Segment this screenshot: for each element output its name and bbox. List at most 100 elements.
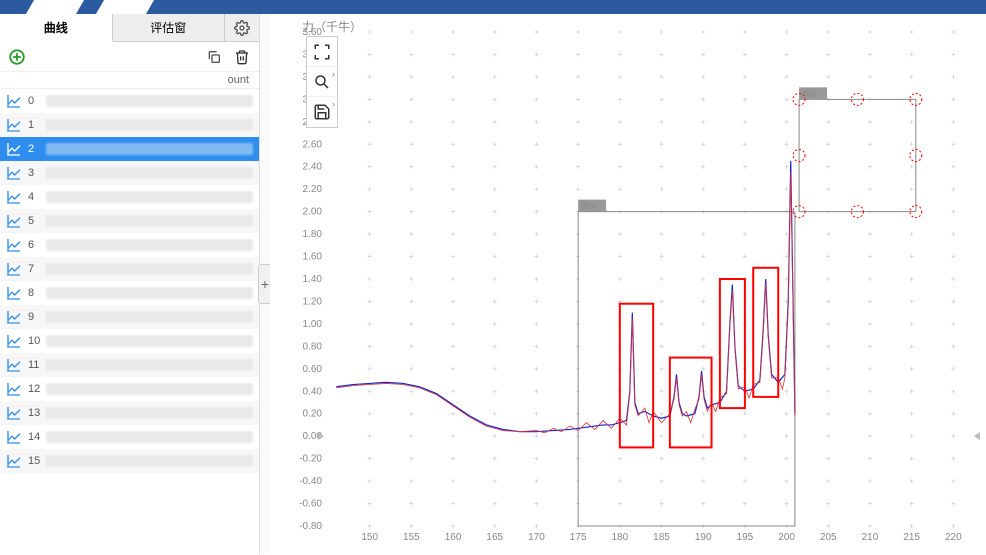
list-item-label-redacted (46, 335, 253, 347)
svg-text:0.20: 0.20 (303, 409, 323, 420)
chart-line-icon (6, 165, 22, 181)
list-item-index: 7 (28, 263, 46, 275)
list-item[interactable]: 11 (0, 353, 259, 377)
list-item-label-redacted (46, 287, 253, 299)
chart-area: 力（千牛） -0.80-0.60-0.40-0.200.000.200.400.… (270, 14, 986, 554)
list-item-index: 5 (28, 215, 46, 227)
list-item[interactable]: 6 (0, 233, 259, 257)
svg-text:2.60: 2.60 (303, 139, 323, 150)
chart-line-icon (6, 189, 22, 205)
chart-line-icon (6, 93, 22, 109)
list-item-label-redacted (46, 95, 253, 107)
chart-line-icon (6, 261, 22, 277)
svg-text:2.00: 2.00 (303, 207, 323, 218)
list-item[interactable]: 12 (0, 377, 259, 401)
svg-text:-0.20: -0.20 (299, 454, 322, 465)
copy-icon (206, 49, 222, 65)
delete-button[interactable] (231, 46, 253, 68)
trash-icon (234, 49, 250, 65)
list-item-label-redacted (46, 455, 253, 467)
list-item[interactable]: 0 (0, 89, 259, 113)
svg-text:-0.80: -0.80 (299, 521, 322, 532)
list-item[interactable]: 5 (0, 209, 259, 233)
svg-text:tto1: tto1 (802, 88, 817, 98)
svg-text:-0.40: -0.40 (299, 476, 322, 487)
list-item-index: 1 (28, 119, 46, 131)
chart-toolbar: › › (306, 36, 338, 128)
copy-button[interactable] (203, 46, 225, 68)
chart-line-icon (6, 141, 22, 157)
list-item-index: 14 (28, 431, 46, 443)
curve-curve-blue (336, 161, 795, 432)
svg-text:190: 190 (695, 532, 712, 543)
list-item[interactable]: 14 (0, 425, 259, 449)
chart-line-icon (6, 453, 22, 469)
list-item-label-redacted (46, 191, 253, 203)
list-item[interactable]: 4 (0, 185, 259, 209)
list-item[interactable]: 9 (0, 305, 259, 329)
svg-text:175: 175 (570, 532, 587, 543)
svg-text:150: 150 (361, 532, 378, 543)
svg-text:1.40: 1.40 (303, 274, 323, 285)
chart-line-icon (6, 405, 22, 421)
splitter[interactable]: + (260, 14, 270, 554)
svg-text:0to0: 0to0 (581, 201, 599, 211)
curve-list[interactable]: 0123456789101112131415 (0, 89, 259, 554)
list-item-label-redacted (46, 431, 253, 443)
svg-text:200: 200 (778, 532, 795, 543)
fit-view-button[interactable] (307, 37, 337, 67)
zoom-button[interactable]: › (307, 67, 337, 97)
chevron-right-icon: › (332, 69, 335, 79)
list-item-label-redacted (46, 215, 253, 227)
app-header-stripe (0, 0, 986, 14)
plus-circle-icon (8, 48, 26, 66)
selection-box[interactable] (799, 99, 916, 211)
svg-text:-0.60: -0.60 (299, 499, 322, 510)
add-button[interactable] (6, 46, 28, 68)
svg-text:205: 205 (820, 532, 837, 543)
list-item-label-redacted (46, 359, 253, 371)
list-item[interactable]: 13 (0, 401, 259, 425)
svg-text:0.80: 0.80 (303, 341, 323, 352)
chart-line-icon (6, 357, 22, 373)
list-item[interactable]: 10 (0, 329, 259, 353)
list-item[interactable]: 1 (0, 113, 259, 137)
settings-button[interactable] (225, 14, 259, 41)
svg-text:180: 180 (611, 532, 628, 543)
list-item-index: 0 (28, 95, 46, 107)
svg-text:1.80: 1.80 (303, 229, 323, 240)
tab-evaluation[interactable]: 评估窗 (113, 14, 226, 41)
svg-text:160: 160 (445, 532, 462, 543)
list-item-label-redacted (46, 167, 253, 179)
sidebar-tabs: 曲线 评估窗 (0, 14, 259, 42)
list-item-label-redacted (46, 143, 253, 155)
list-item[interactable]: 15 (0, 449, 259, 473)
chart-line-icon (6, 117, 22, 133)
save-icon (313, 103, 331, 121)
svg-text:215: 215 (903, 532, 920, 543)
list-item-index: 10 (28, 335, 46, 347)
svg-text:185: 185 (653, 532, 670, 543)
roi-box[interactable] (620, 304, 653, 448)
list-item[interactable]: 2 (0, 137, 259, 161)
chart-line-icon (6, 429, 22, 445)
list-item[interactable]: 8 (0, 281, 259, 305)
tab-curve[interactable]: 曲线 (0, 14, 113, 42)
svg-text:0.40: 0.40 (303, 386, 323, 397)
selection-box[interactable] (578, 212, 795, 526)
chevron-right-icon: › (332, 99, 335, 109)
list-item[interactable]: 3 (0, 161, 259, 185)
chart-plot[interactable]: -0.80-0.60-0.40-0.200.000.200.400.600.80… (270, 14, 986, 554)
list-item-index: 4 (28, 191, 46, 203)
svg-text:2.20: 2.20 (303, 184, 323, 195)
chart-line-icon (6, 213, 22, 229)
list-item[interactable]: 7 (0, 257, 259, 281)
list-item-label-redacted (46, 263, 253, 275)
svg-text:1.20: 1.20 (303, 296, 323, 307)
sidebar-panel: 曲线 评估窗 ount 0123456789101112131415 (0, 14, 260, 554)
svg-text:1.60: 1.60 (303, 252, 323, 263)
chart-line-icon (6, 381, 22, 397)
svg-text:2.40: 2.40 (303, 162, 323, 173)
save-chart-button[interactable]: › (307, 97, 337, 127)
list-item-index: 3 (28, 167, 46, 179)
